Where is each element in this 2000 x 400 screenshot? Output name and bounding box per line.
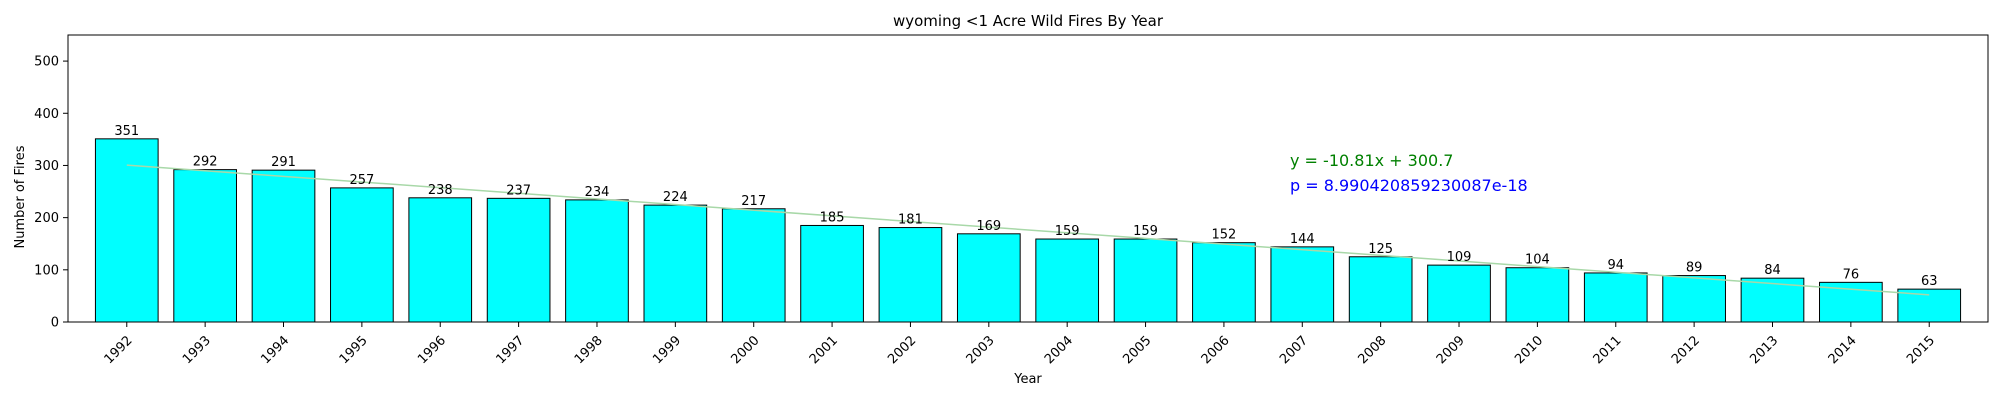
x-tick-label: 1998 [572,333,606,367]
bar-value-label: 238 [428,183,453,198]
x-tick-label: 2002 [885,333,919,367]
x-tick-label: 2004 [1042,333,1076,367]
bar [1897,288,1962,323]
x-tick-label: 2014 [1826,333,1860,367]
y-tick-label: 500 [34,55,59,70]
bar [94,138,159,323]
bar-value-label: 185 [820,210,845,225]
bar-value-label: 159 [1055,224,1080,239]
bar-value-label: 104 [1525,253,1550,268]
bar [1348,256,1413,323]
bar [565,199,629,323]
bar [173,169,237,323]
x-tick-label: 2007 [1277,333,1311,367]
axes-frame [67,34,1989,323]
bar-value-label: 76 [1843,267,1860,282]
x-tick-label: 2009 [1434,333,1468,367]
plot-area: 351 292 291 257 238 237 234 224 217 185 181 169 159 1… [34,34,1989,367]
x-tick-label: 2010 [1512,333,1546,367]
bar [721,208,786,323]
y-tick-label: 400 [34,107,59,122]
chart-title: wyoming <1 Acre Wild Fires By Year [893,12,1164,30]
p-value-annotation: p = 8.990420859230087e-18 [1290,176,1528,195]
bar-value-label: 291 [271,155,296,170]
bar-value-label: 109 [1447,250,1472,265]
bar-value-label: 351 [114,124,139,139]
bar [643,204,708,323]
bar [408,197,473,323]
bar [800,224,864,323]
x-tick-label: 2001 [807,333,841,367]
bar-value-label: 169 [976,219,1001,234]
y-tick-label: 100 [34,263,59,278]
x-axis-title: Year [1013,372,1042,387]
x-tick-label: 2000 [729,333,763,367]
x-tick-label: 2003 [964,333,998,367]
x-tick-label: 1992 [102,333,136,367]
bar [878,227,943,323]
x-tick-label: 2015 [1904,333,1938,367]
x-tick-label: 1997 [493,333,527,367]
y-axis-title: Number of Fires [13,145,28,248]
bar-value-label: 144 [1290,232,1315,247]
bar [1662,275,1726,323]
bar-value-label: 152 [1212,228,1237,243]
regression-equation: y = -10.81x + 300.7 [1290,151,1453,170]
bar [1583,272,1648,323]
x-tick-label: 1994 [258,333,292,367]
bar [251,169,316,323]
bar-value-label: 181 [898,213,923,228]
x-tick-label: 1993 [180,333,214,367]
bar-value-label: 217 [741,194,766,209]
bar-value-label: 234 [585,185,610,200]
bar-value-label: 63 [1921,274,1938,289]
bar-value-label: 94 [1607,258,1624,273]
bar [1505,267,1570,323]
bar-value-label: 292 [193,155,218,170]
bar-value-label: 125 [1368,242,1393,257]
bar [956,233,1021,323]
x-tick-label: 2006 [1199,333,1233,367]
x-tick-label: 2005 [1120,333,1154,367]
bar [1270,246,1335,323]
y-tick-label: 0 [51,316,59,331]
bar-value-label: 84 [1764,263,1781,278]
bar-value-label: 159 [1133,224,1158,239]
x-tick-label: 2011 [1591,333,1625,367]
trend-line [126,164,1930,296]
bar-value-label: 257 [349,173,374,188]
x-tick-label: 2013 [1747,333,1781,367]
bar-value-label: 237 [506,183,531,198]
x-tick-label: 1999 [650,333,684,367]
y-tick-label: 300 [34,159,59,174]
bar [1192,242,1256,323]
bar [486,197,551,323]
bar-value-label: 224 [663,190,688,205]
y-tick-label: 200 [34,211,59,226]
bar [1427,264,1491,323]
x-tick-label: 1996 [415,333,449,367]
bar [1113,238,1178,323]
x-tick-label: 2008 [1355,333,1389,367]
x-tick-label: 1995 [337,333,371,367]
bar [1035,238,1100,323]
x-tick-label: 2012 [1669,333,1703,367]
bar [330,187,394,323]
bar-value-label: 89 [1686,261,1703,276]
